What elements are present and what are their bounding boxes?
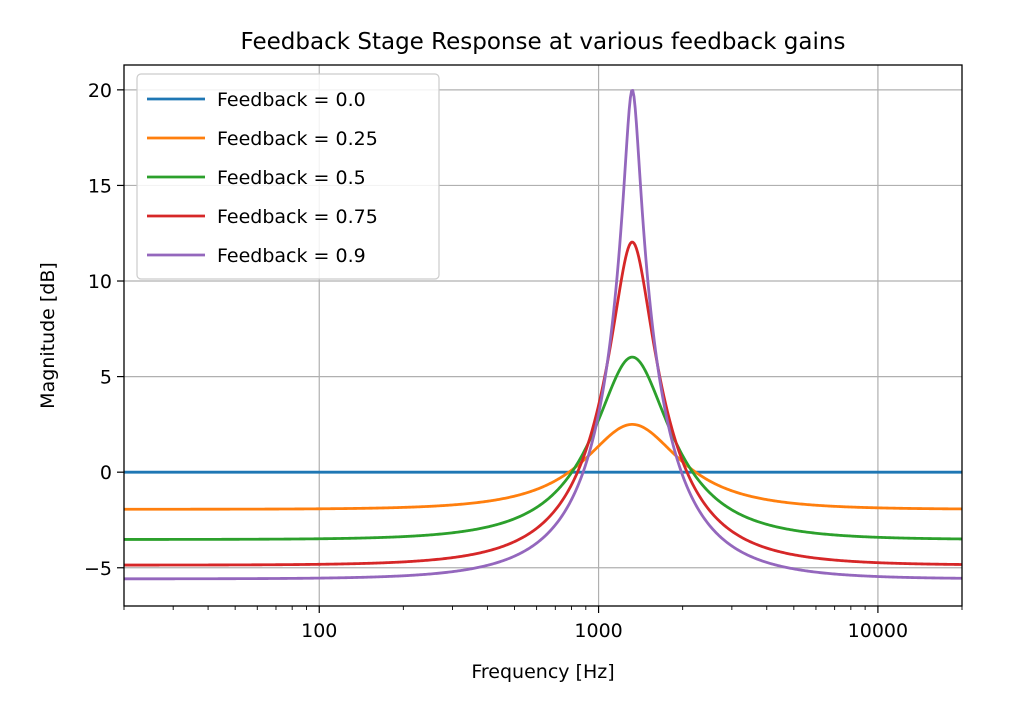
series-line-2 bbox=[123, 355, 963, 541]
series-group bbox=[123, 89, 963, 581]
series-line-4 bbox=[123, 89, 963, 581]
x-tick-label: 1000 bbox=[574, 620, 622, 642]
series-line-1 bbox=[123, 423, 963, 511]
y-tick-label: 5 bbox=[100, 367, 112, 389]
x-tick-label: 100 bbox=[301, 620, 337, 642]
legend: Feedback = 0.0 Feedback = 0.25 Feedback = … bbox=[136, 73, 440, 280]
chart-title: Feedback Stage Response at various feedb… bbox=[241, 29, 846, 55]
y-tick-label: 20 bbox=[88, 80, 112, 102]
legend-entry-label: Feedback = 0.75 bbox=[217, 206, 378, 228]
x-tick-label: 10000 bbox=[848, 620, 908, 642]
y-axis-label: Magnitude [dB] bbox=[37, 262, 59, 409]
y-tick-label: 10 bbox=[88, 271, 112, 293]
series-line-3 bbox=[123, 240, 963, 567]
legend-entry-label: Feedback = 0.5 bbox=[217, 167, 366, 189]
axis-ticks: −5 0 5 10 15 20 100 1000 10000 bbox=[84, 80, 963, 642]
x-axis-label: Frequency [Hz] bbox=[471, 661, 614, 683]
y-tick-label: −5 bbox=[84, 558, 112, 580]
legend-box bbox=[136, 73, 440, 280]
y-tick-label: 15 bbox=[88, 175, 112, 197]
plot-frame bbox=[123, 64, 963, 607]
y-tick-label: 0 bbox=[100, 462, 112, 484]
legend-entry-label: Feedback = 0.9 bbox=[217, 245, 366, 267]
legend-entry-label: Feedback = 0.0 bbox=[217, 89, 366, 111]
legend-entry-label: Feedback = 0.25 bbox=[217, 128, 378, 150]
